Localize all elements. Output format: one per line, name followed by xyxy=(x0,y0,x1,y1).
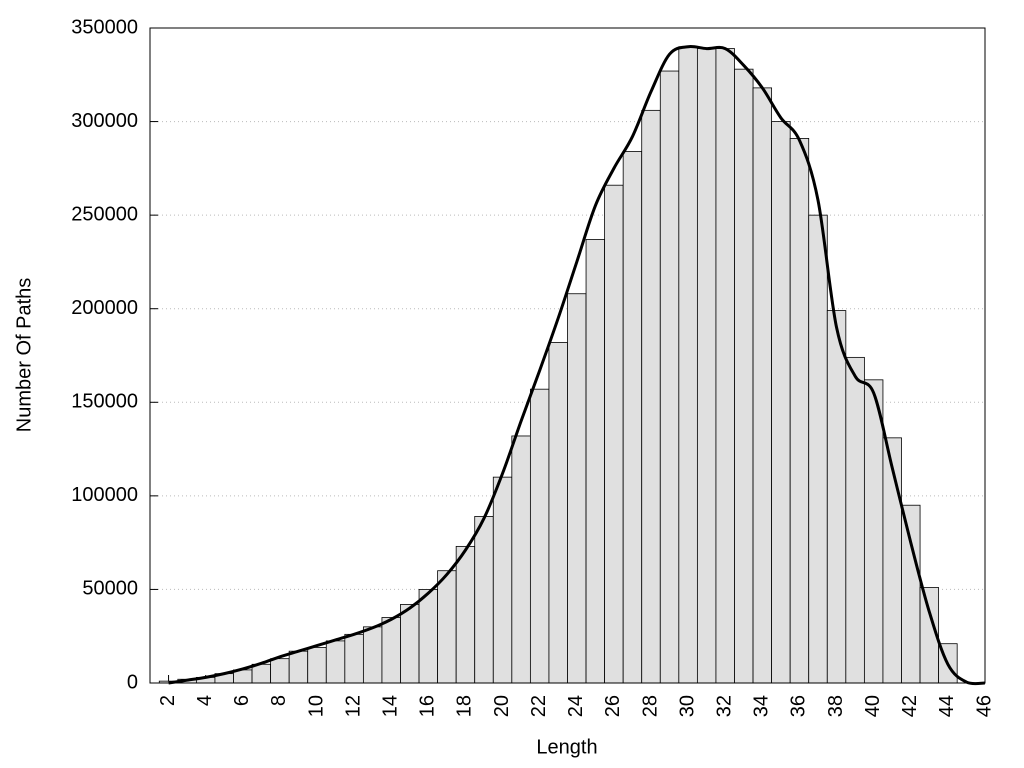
x-tick-label: 32 xyxy=(714,695,736,717)
histogram-bar xyxy=(492,476,513,684)
histogram-bar xyxy=(901,504,921,684)
y-tick-label: 150000 xyxy=(71,391,138,413)
histogram-bar xyxy=(789,138,810,684)
x-tick-label: 22 xyxy=(528,695,550,717)
histogram-bar xyxy=(455,545,476,684)
y-tick-label: 250000 xyxy=(71,203,138,225)
histogram-bar xyxy=(604,184,624,684)
x-tick-label: 24 xyxy=(565,695,587,717)
histogram-bar xyxy=(808,214,828,684)
y-axis-label: Number Of Paths xyxy=(13,278,35,433)
x-tick-label: 28 xyxy=(639,695,661,717)
x-axis-label: Length xyxy=(536,736,597,758)
x-tick-label: 10 xyxy=(305,695,327,717)
histogram-bar xyxy=(622,151,643,684)
y-tick-label: 0 xyxy=(127,671,138,693)
x-tick-label: 36 xyxy=(788,695,810,717)
plot-frame xyxy=(149,27,986,684)
x-tick-label: 34 xyxy=(751,695,773,717)
histogram-bar xyxy=(270,658,290,684)
x-tick-label: 38 xyxy=(825,695,847,717)
histogram-bar xyxy=(567,293,587,684)
x-tick-label: 40 xyxy=(862,695,884,717)
histogram-bar xyxy=(659,70,680,684)
y-tick-label: 100000 xyxy=(71,484,138,506)
histogram-bar xyxy=(752,87,773,684)
histogram-bar xyxy=(882,437,902,684)
smooth-curve xyxy=(168,45,986,686)
histogram-bar xyxy=(696,48,717,684)
histogram-bar xyxy=(344,633,364,684)
y-tick-label: 350000 xyxy=(71,16,138,38)
x-tick-label: 6 xyxy=(231,695,253,706)
x-tick-label: 2 xyxy=(157,695,179,706)
histogram-bar xyxy=(381,617,401,684)
histogram-bar xyxy=(437,570,457,684)
histogram-bar xyxy=(307,647,327,684)
histogram-bar xyxy=(715,48,735,684)
histogram-bar xyxy=(474,516,494,684)
y-tick-label: 50000 xyxy=(82,578,138,600)
y-tick-label: 300000 xyxy=(71,110,138,132)
histogram-bar xyxy=(826,310,847,684)
x-tick-label: 18 xyxy=(454,695,476,717)
histogram-bar xyxy=(288,650,309,684)
histogram-bar xyxy=(325,640,346,684)
x-tick-label: 4 xyxy=(194,695,216,706)
histogram-bar xyxy=(418,589,439,684)
histogram-bar xyxy=(678,46,698,684)
histogram-bar xyxy=(585,239,606,684)
x-tick-label: 8 xyxy=(268,695,290,706)
x-tick-label: 20 xyxy=(491,695,513,717)
histogram-bar xyxy=(548,341,568,684)
x-tick-label: 46 xyxy=(973,695,995,717)
histogram-bar xyxy=(511,435,531,684)
histogram-bar xyxy=(863,379,884,684)
x-tick-label: 16 xyxy=(417,695,439,717)
histogram-bar xyxy=(734,68,754,684)
x-tick-label: 12 xyxy=(342,695,364,717)
histogram-bar xyxy=(251,663,272,684)
histogram-bar xyxy=(771,121,791,684)
x-tick-label: 44 xyxy=(936,695,958,717)
histogram-bar xyxy=(362,626,383,684)
x-tick-label: 26 xyxy=(602,695,624,717)
x-tick-label: 30 xyxy=(676,695,698,717)
histogram-bar xyxy=(400,604,420,684)
histogram-bar xyxy=(529,388,550,684)
x-tick-label: 42 xyxy=(899,695,921,717)
y-tick-label: 200000 xyxy=(71,297,138,319)
x-tick-label: 14 xyxy=(380,695,402,717)
histogram-bar xyxy=(845,356,865,684)
histogram-bar xyxy=(641,109,661,684)
